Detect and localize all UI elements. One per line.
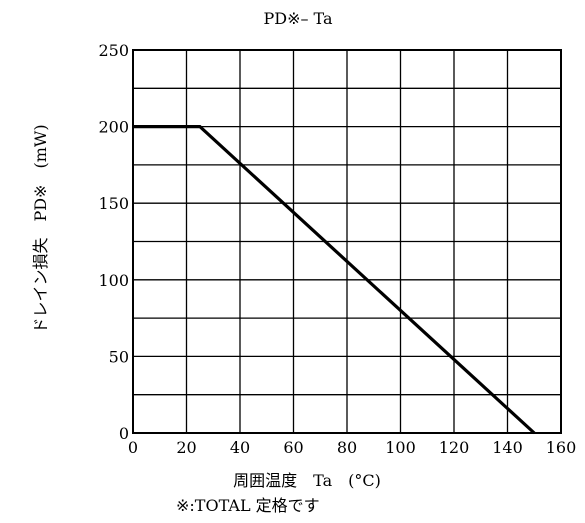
footnote: ※:TOTAL 定格です bbox=[176, 496, 320, 515]
x-tick-label: 20 bbox=[176, 438, 196, 457]
y-tick-label: 50 bbox=[109, 347, 129, 366]
y-tick-label: 0 bbox=[119, 424, 129, 443]
tick-labels: 0 20 40 60 80 100 120 140 160 0 50 100 150 200 250 bbox=[98, 41, 576, 457]
x-tick-label: 100 bbox=[385, 438, 416, 457]
grid bbox=[132, 49, 562, 434]
y-tick-label: 150 bbox=[98, 194, 129, 213]
series bbox=[133, 124, 536, 435]
plot-border bbox=[132, 49, 562, 434]
x-tick-label: 80 bbox=[337, 438, 357, 457]
chart-title: PD※– Ta bbox=[263, 9, 333, 28]
x-tick-label: 0 bbox=[128, 438, 138, 457]
y-axis-label: ドレイン損失 PD※ (mW) bbox=[31, 124, 50, 333]
x-tick-label: 60 bbox=[283, 438, 303, 457]
y-tick-label: 250 bbox=[98, 41, 129, 60]
x-tick-label: 160 bbox=[546, 438, 577, 457]
x-tick-label: 120 bbox=[439, 438, 470, 457]
plot-frame bbox=[132, 49, 562, 434]
y-tick-label: 100 bbox=[98, 271, 129, 290]
x-tick-label: 40 bbox=[230, 438, 250, 457]
y-tick-label: 200 bbox=[98, 118, 129, 137]
series-line-pd-derating bbox=[133, 124, 536, 435]
x-axis-label: 周囲温度 Ta (°C) bbox=[233, 471, 381, 490]
x-tick-label: 140 bbox=[492, 438, 523, 457]
